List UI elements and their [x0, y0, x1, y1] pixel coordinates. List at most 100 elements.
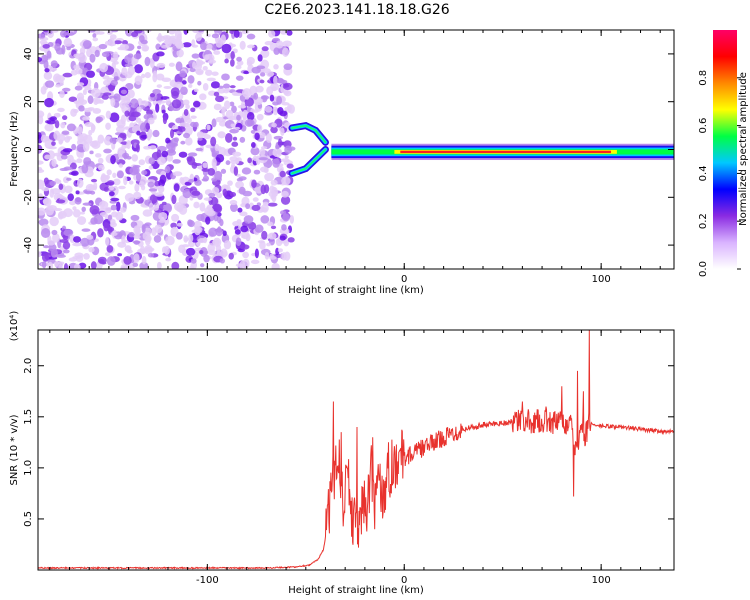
noise-speckle — [44, 123, 54, 132]
noise-speckle — [40, 86, 47, 95]
noise-speckle — [70, 69, 78, 76]
noise-speckle — [118, 185, 126, 190]
y-tick-label: 1.0 — [23, 460, 34, 476]
noise-speckle — [225, 53, 231, 60]
noise-speckle — [239, 211, 248, 217]
noise-speckle — [246, 56, 255, 65]
noise-speckle — [240, 225, 249, 233]
noise-speckle — [224, 58, 229, 64]
noise-speckle — [256, 113, 264, 121]
noise-speckle — [108, 37, 116, 47]
noise-speckle — [124, 110, 130, 117]
noise-speckle — [267, 221, 274, 227]
noise-speckle — [267, 232, 277, 240]
noise-speckle — [63, 229, 74, 237]
noise-speckle — [262, 201, 269, 206]
noise-speckle — [277, 138, 283, 148]
noise-speckle — [261, 230, 268, 240]
x-tick-label: 100 — [592, 575, 611, 586]
noise-speckle — [140, 245, 145, 254]
noise-speckle — [243, 215, 254, 224]
noise-speckle — [222, 251, 228, 257]
noise-speckle — [257, 124, 263, 133]
noise-speckle — [141, 255, 147, 265]
noise-speckle — [147, 253, 155, 258]
noise-speckle — [187, 156, 196, 166]
noise-speckle — [204, 206, 214, 216]
noise-speckle — [223, 89, 230, 94]
noise-speckle — [236, 114, 241, 121]
noise-speckle — [264, 172, 275, 182]
noise-speckle — [63, 263, 69, 269]
noise-speckle — [233, 30, 240, 38]
noise-speckle — [173, 183, 180, 192]
noise-speckle — [38, 149, 42, 153]
noise-speckle — [118, 163, 124, 168]
noise-speckle — [197, 80, 202, 86]
noise-speckle — [89, 205, 100, 215]
spectrogram-panel: -100 0 100 -40 -20 0 20 40 Height of straight … — [9, 29, 675, 296]
noise-speckle — [82, 40, 92, 49]
noise-speckle — [179, 122, 189, 127]
noise-speckle — [175, 117, 182, 124]
noise-speckle — [164, 165, 171, 174]
noise-speckle — [241, 30, 250, 35]
noise-speckle — [44, 68, 50, 73]
noise-speckle — [174, 38, 182, 48]
noise-speckle — [85, 183, 95, 192]
noise-speckle — [90, 261, 97, 269]
snr-panel: -100 0 100 0.5 1.0 1.5 2.0 Height of straight… — [9, 311, 675, 596]
noise-speckle — [149, 59, 155, 69]
noise-speckle — [102, 79, 111, 86]
noise-speckle — [76, 82, 85, 87]
noise-speckle — [113, 51, 119, 61]
noise-speckle — [197, 137, 203, 141]
snr-plot-area — [38, 330, 674, 570]
noise-speckle — [219, 218, 224, 227]
noise-speckle — [211, 44, 217, 51]
noise-speckle — [242, 109, 249, 120]
y-tick-label: 0 — [23, 146, 34, 152]
noise-speckle — [183, 30, 189, 35]
noise-speckle — [273, 135, 284, 140]
noise-speckle — [281, 224, 287, 231]
noise-speckle — [71, 170, 79, 176]
noise-speckle — [98, 43, 108, 50]
noise-speckle — [182, 99, 190, 106]
noise-speckle — [236, 56, 242, 62]
noise-speckle — [232, 220, 240, 227]
noise-speckle — [207, 59, 217, 64]
noise-speckle — [51, 158, 57, 167]
noise-speckle — [50, 67, 58, 71]
noise-speckle — [138, 159, 146, 166]
noise-speckle — [144, 247, 155, 252]
colorbar-tick-label: 0.6 — [698, 118, 709, 134]
noise-speckle — [212, 186, 220, 195]
noise-speckle — [74, 197, 82, 205]
noise-speckle — [152, 129, 160, 138]
noise-speckle — [230, 203, 238, 213]
noise-speckle — [172, 171, 183, 177]
noise-speckle — [196, 214, 205, 222]
noise-speckle — [53, 152, 63, 157]
noise-speckle — [191, 190, 201, 196]
noise-speckle — [187, 75, 195, 84]
noise-speckle — [136, 106, 142, 113]
noise-speckle — [74, 85, 83, 91]
noise-speckle — [38, 169, 45, 173]
noise-speckle — [282, 82, 293, 91]
noise-speckle — [88, 247, 95, 253]
noise-speckle — [223, 240, 232, 250]
noise-speckle — [149, 202, 154, 212]
noise-speckle — [269, 185, 275, 194]
x-tick-label: 0 — [401, 274, 407, 285]
noise-speckle — [51, 229, 58, 236]
noise-speckle — [272, 106, 279, 116]
noise-speckle — [53, 112, 61, 118]
noise-speckle — [280, 210, 287, 215]
y-tick-label: -40 — [23, 237, 34, 253]
noise-speckle — [225, 109, 234, 119]
noise-speckle — [227, 180, 233, 186]
noise-speckle — [196, 131, 204, 139]
